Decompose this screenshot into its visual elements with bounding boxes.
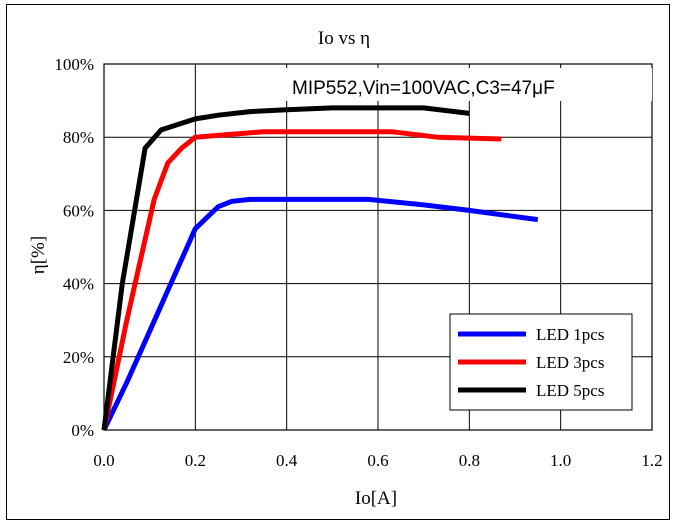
x-tick-label: 0.2	[185, 451, 206, 470]
series-line-1	[101, 196, 539, 432]
y-tick-label: 0%	[71, 421, 94, 440]
series-layer	[101, 105, 539, 432]
annotation-background	[286, 68, 652, 101]
x-tick-label: 1.2	[641, 451, 662, 470]
condition-annotation: MIP552,Vin=100VAC,C3=47μF	[292, 78, 555, 99]
y-axis-label: η[%]	[28, 236, 49, 274]
y-tick-label: 60%	[63, 201, 94, 220]
y-tick-label: 100%	[54, 55, 94, 74]
plot-area	[103, 63, 653, 431]
legend-label: LED 1pcs	[536, 325, 604, 344]
legend-label: LED 3pcs	[536, 353, 604, 372]
x-tick-label: 0.0	[93, 451, 114, 470]
x-tick-label: 0.6	[367, 451, 388, 470]
y-tick-label: 80%	[63, 128, 94, 147]
legend-label: LED 5pcs	[536, 381, 604, 400]
legend: LED 1pcs LED 3pcs LED 5pcs	[449, 313, 633, 411]
x-axis-label: Io[A]	[355, 488, 397, 509]
series-line-3	[101, 105, 470, 431]
x-tick-label: 0.8	[459, 451, 480, 470]
series-line-2	[101, 129, 502, 431]
y-tick-label: 40%	[63, 275, 94, 294]
tick-labels: 0.0 0.2 0.4 0.6 0.8 1.0 1.2 0% 20% 40% 60% 80% 100%	[54, 55, 662, 470]
x-tick-label: 0.4	[276, 451, 298, 470]
x-tick-label: 1.0	[550, 451, 571, 470]
y-tick-label: 20%	[63, 348, 94, 367]
chart-title: Io vs η	[318, 28, 370, 49]
